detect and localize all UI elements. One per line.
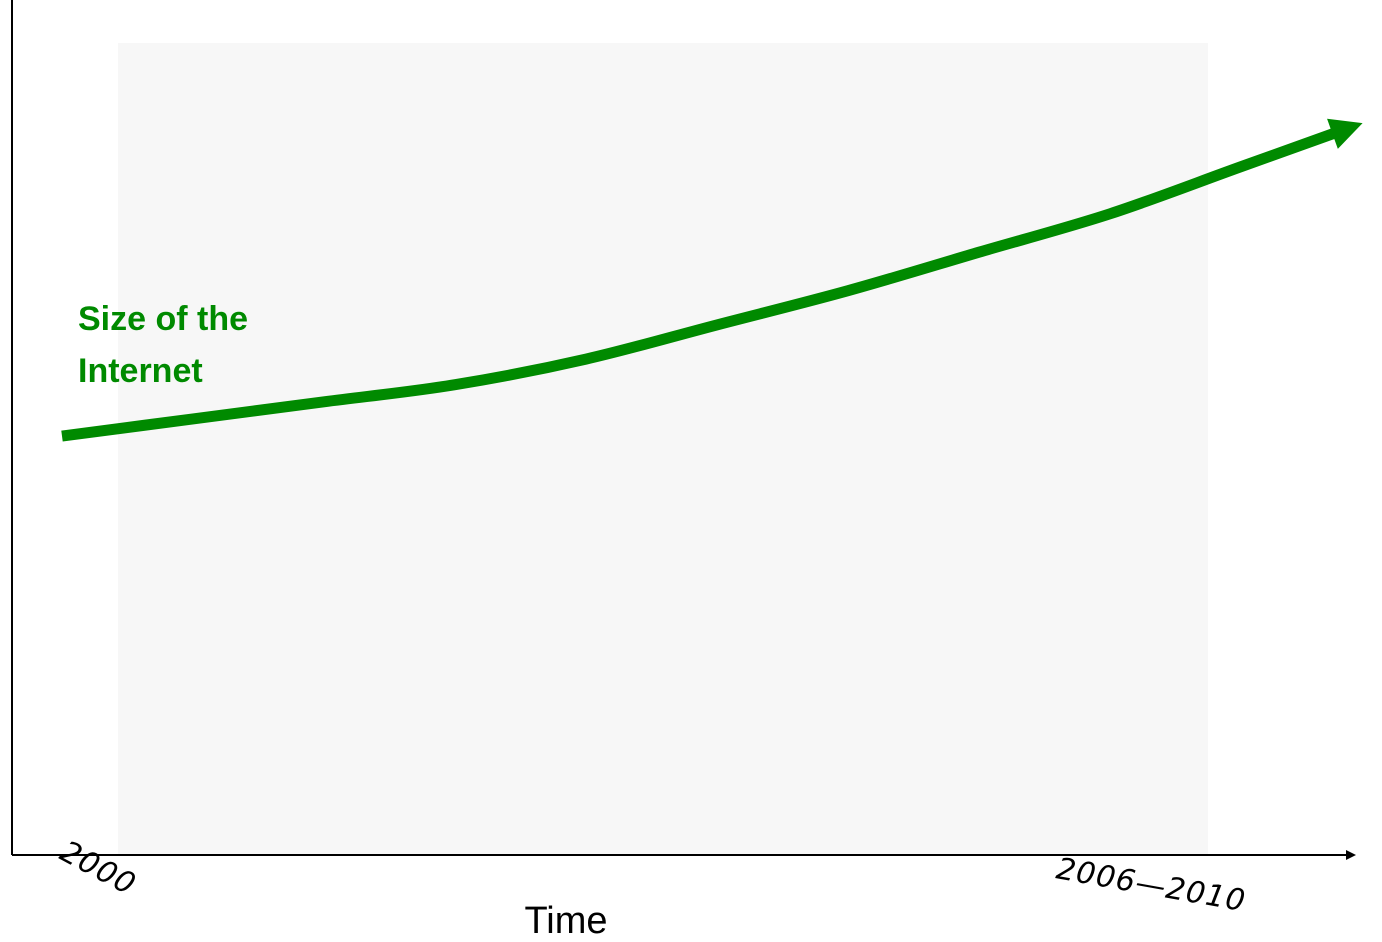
x-tick-label-end: 2006—2010 <box>1054 851 1249 919</box>
series-label-line-1: Size of the <box>78 300 248 338</box>
x-axis-title: Time <box>524 900 607 942</box>
series-label: Size of the Internet <box>78 300 257 390</box>
series-line-size-of-the-internet <box>61 118 1363 442</box>
plot-background <box>118 43 1208 855</box>
series-label-line-2: Internet <box>78 352 203 390</box>
